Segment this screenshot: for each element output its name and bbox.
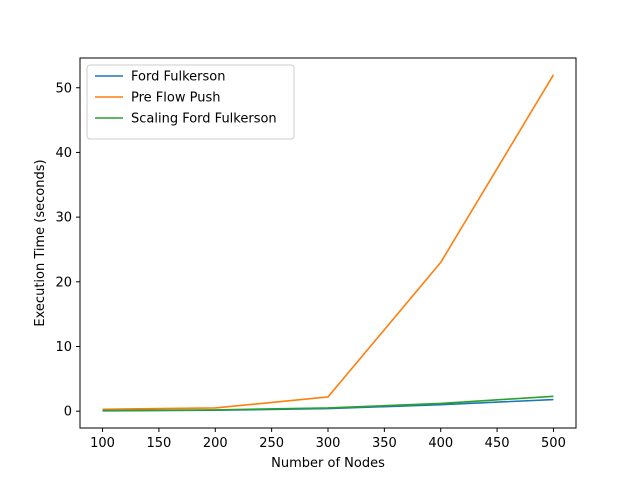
y-axis: 0 10 20 30 40 50 xyxy=(55,81,80,420)
x-axis-label: Number of Nodes xyxy=(271,456,385,471)
x-tick-label: 400 xyxy=(428,436,453,451)
y-tick-label: 40 xyxy=(55,146,72,161)
legend: Ford Fulkerson Pre Flow Push Scaling Ford … xyxy=(86,64,295,140)
y-tick-label: 30 xyxy=(55,211,72,226)
x-axis: 100 150 200 250 300 350 400 450 500 xyxy=(90,428,566,451)
x-tick-label: 100 xyxy=(90,436,115,451)
x-tick-label: 300 xyxy=(316,436,341,451)
legend-box xyxy=(86,64,295,140)
x-tick-label: 500 xyxy=(541,436,566,451)
series-line-1 xyxy=(102,74,555,411)
x-tick-label: 250 xyxy=(259,436,284,451)
y-axis-label: Execution Time (seconds) xyxy=(33,159,48,326)
legend-label-0: Ford Fulkerson xyxy=(131,70,225,85)
x-tick-label: 450 xyxy=(485,436,510,451)
y-tick-label: 0 xyxy=(64,405,72,420)
x-tick-label: 200 xyxy=(203,436,228,451)
y-tick-label: 50 xyxy=(55,81,72,96)
series-layer xyxy=(102,74,555,412)
x-tick-label: 150 xyxy=(146,436,171,451)
legend-label-2: Scaling Ford Fulkerson xyxy=(131,112,277,127)
series-line-2 xyxy=(102,395,554,412)
y-tick-label: 20 xyxy=(55,275,72,290)
x-tick-label: 350 xyxy=(372,436,397,451)
y-tick-label: 10 xyxy=(55,340,72,355)
legend-label-1: Pre Flow Push xyxy=(131,91,220,106)
